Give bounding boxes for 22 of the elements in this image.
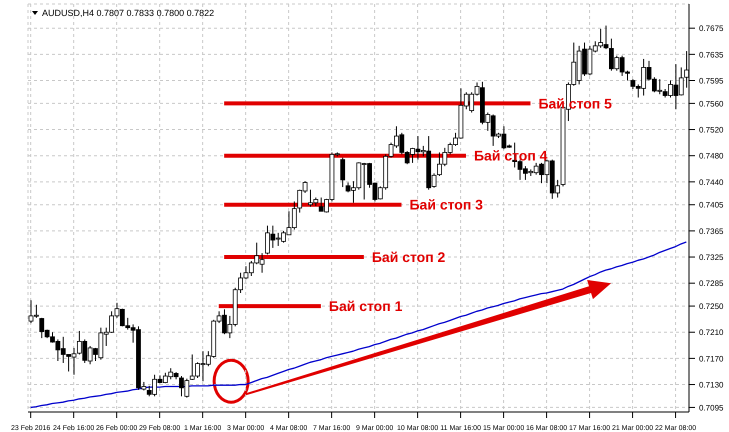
candlestick [340, 157, 346, 188]
y-tick-label: 0.7170 [699, 354, 724, 364]
y-tick-label: 0.7440 [699, 178, 724, 187]
series-label: Бай стоп 3 [409, 196, 484, 213]
y-tick-label: 0.7635 [699, 50, 724, 60]
y-tick-label: 0.7285 [699, 279, 724, 288]
y-tick-label: 0.7210 [699, 328, 724, 338]
y-tick-label: 0.7325 [699, 253, 724, 262]
y-tick-label: 0.7095 [699, 403, 724, 412]
line-series [30, 241, 687, 408]
series-label: Бай стоп 2 [372, 249, 446, 266]
y-tick-label: 0.7405 [699, 200, 724, 210]
y-tick-label: 0.7675 [699, 24, 724, 34]
y-tick-label: 0.7560 [699, 99, 724, 108]
y-tick-label: 0.7480 [699, 152, 724, 161]
y-tick-label: 0.7595 [699, 76, 724, 86]
y-tick-label: 0.7520 [699, 126, 724, 135]
y-tick-label: 0.7365 [699, 226, 724, 236]
y-tick-label: 0.7250 [699, 302, 724, 312]
y-tick-label: 0.7130 [699, 380, 724, 390]
series-label: Бай стоп 1 [328, 298, 403, 314]
text: AUDUSD,H4 0.7807 0.7833 0.7800 0.7822 [42, 8, 214, 18]
